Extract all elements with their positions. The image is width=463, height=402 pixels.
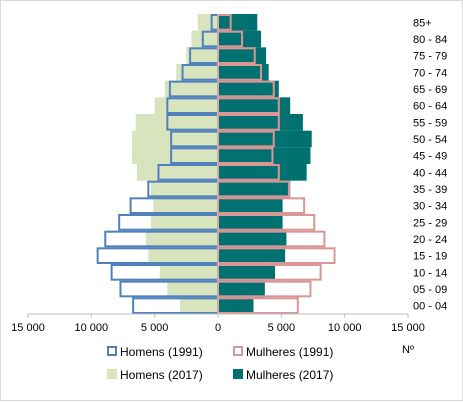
bar-mulheres-2017-40-44: [218, 164, 307, 181]
age-group-label: 75 - 79: [413, 51, 447, 63]
bar-homens-2017-45-49: [131, 147, 218, 164]
age-group-label: 20 - 24: [413, 234, 447, 246]
x-tick-label: 5 000: [141, 322, 169, 334]
bar-homens-2017-30-34: [153, 197, 218, 214]
legend-label-homens-2017: Homens (2017): [120, 368, 203, 382]
bar-mulheres-2017-05-09: [218, 280, 265, 298]
bar-homens-2017-25-29: [150, 214, 218, 231]
bar-mulheres-2017-30-34: [218, 197, 283, 214]
bar-homens-2017-50-54: [131, 130, 218, 148]
x-tick-label: 10 000: [328, 322, 362, 334]
legend-label-homens-1991: Homens (1991): [120, 345, 203, 359]
bar-mulheres-2017-55-59: [218, 114, 303, 131]
legend-swatch-mulheres-1991: [233, 346, 243, 356]
bar-homens-2017-65-69: [164, 80, 218, 98]
age-group-label: 85+: [413, 17, 432, 29]
bar-homens-2017-05-09: [167, 280, 218, 298]
bar-mulheres-2017-45-49: [218, 147, 311, 164]
legend-swatch-mulheres-2017: [233, 369, 243, 379]
bar-homens-2017-10-14: [159, 264, 218, 281]
bar-homens-2017-35-39: [150, 180, 218, 198]
bar-mulheres-2017-85: [218, 14, 258, 31]
bar-homens-2017-40-44: [136, 164, 218, 181]
legend-label-mulheres-2017: Mulheres (2017): [246, 368, 333, 382]
age-group-label: 60 - 64: [413, 101, 447, 113]
bar-mulheres-2017-75-79: [218, 47, 267, 64]
age-group-label: 55 - 59: [413, 117, 447, 129]
age-group-label: 65 - 69: [413, 84, 447, 96]
bar-mulheres-2017-10-14: [218, 264, 275, 281]
age-group-label: 70 - 74: [413, 67, 447, 79]
bar-mulheres-2017-65-69: [218, 80, 279, 98]
age-group-label: 45 - 49: [413, 151, 447, 163]
legend: Homens (1991) Mulheres (1991) Homens (2017…: [107, 345, 333, 382]
age-group-label: 35 - 39: [413, 184, 447, 196]
bar-homens-2017-70-74: [176, 64, 218, 81]
x-tick-label: 0: [215, 322, 221, 334]
age-group-label: 05 - 09: [413, 284, 447, 296]
bar-homens-2017-75-79: [186, 47, 218, 64]
x-tick-label: 10 000: [75, 322, 109, 334]
legend-label-mulheres-1991: Mulheres (1991): [246, 345, 333, 359]
bar-mulheres-2017-20-24: [218, 230, 287, 248]
x-tick-label: 15 000: [11, 322, 45, 334]
x-tick-label: 5 000: [268, 322, 296, 334]
bar-homens-2017-55-59: [135, 114, 218, 131]
x-axis-unit-label: Nº: [402, 344, 414, 356]
tick-labels-layer: 15 000 10 000 5 000 0 5 000 10 000 15 000 Nº 00 …: [11, 17, 447, 356]
age-group-label: 00 - 04: [413, 301, 447, 313]
age-group-label: 10 - 14: [413, 267, 447, 279]
bar-homens-2017-60-64: [154, 97, 218, 114]
age-group-label: 40 - 44: [413, 167, 447, 179]
age-group-label: 50 - 54: [413, 134, 447, 146]
bar-homens-2017-00-04: [180, 297, 218, 314]
legend-swatch-homens-1991: [107, 346, 117, 356]
age-group-label: 15 - 19: [413, 251, 447, 263]
bar-homens-2017-20-24: [145, 230, 218, 248]
bar-mulheres-2017-25-29: [218, 214, 283, 231]
legend-swatch-homens-2017: [107, 369, 117, 379]
bar-homens-2017-15-19: [148, 247, 218, 264]
axes-layer: [27, 14, 409, 318]
bar-mulheres-2017-35-39: [218, 180, 291, 198]
age-group-label: 25 - 29: [413, 217, 447, 229]
age-group-label: 30 - 34: [413, 201, 447, 213]
bar-mulheres-2017-50-54: [218, 130, 312, 148]
bars-layer: [96, 14, 336, 315]
bar-homens-2017-80-84: [191, 30, 218, 48]
age-group-label: 80 - 84: [413, 34, 447, 46]
bar-mulheres-2017-00-04: [218, 297, 254, 314]
x-tick-label: 15 000: [391, 322, 425, 334]
bar-mulheres-2017-70-74: [218, 64, 269, 81]
bar-mulheres-2017-15-19: [218, 247, 286, 264]
bar-mulheres-2017-60-64: [218, 97, 291, 114]
bar-homens-2017-85: [197, 14, 218, 31]
bar-mulheres-2017-80-84: [218, 30, 262, 48]
